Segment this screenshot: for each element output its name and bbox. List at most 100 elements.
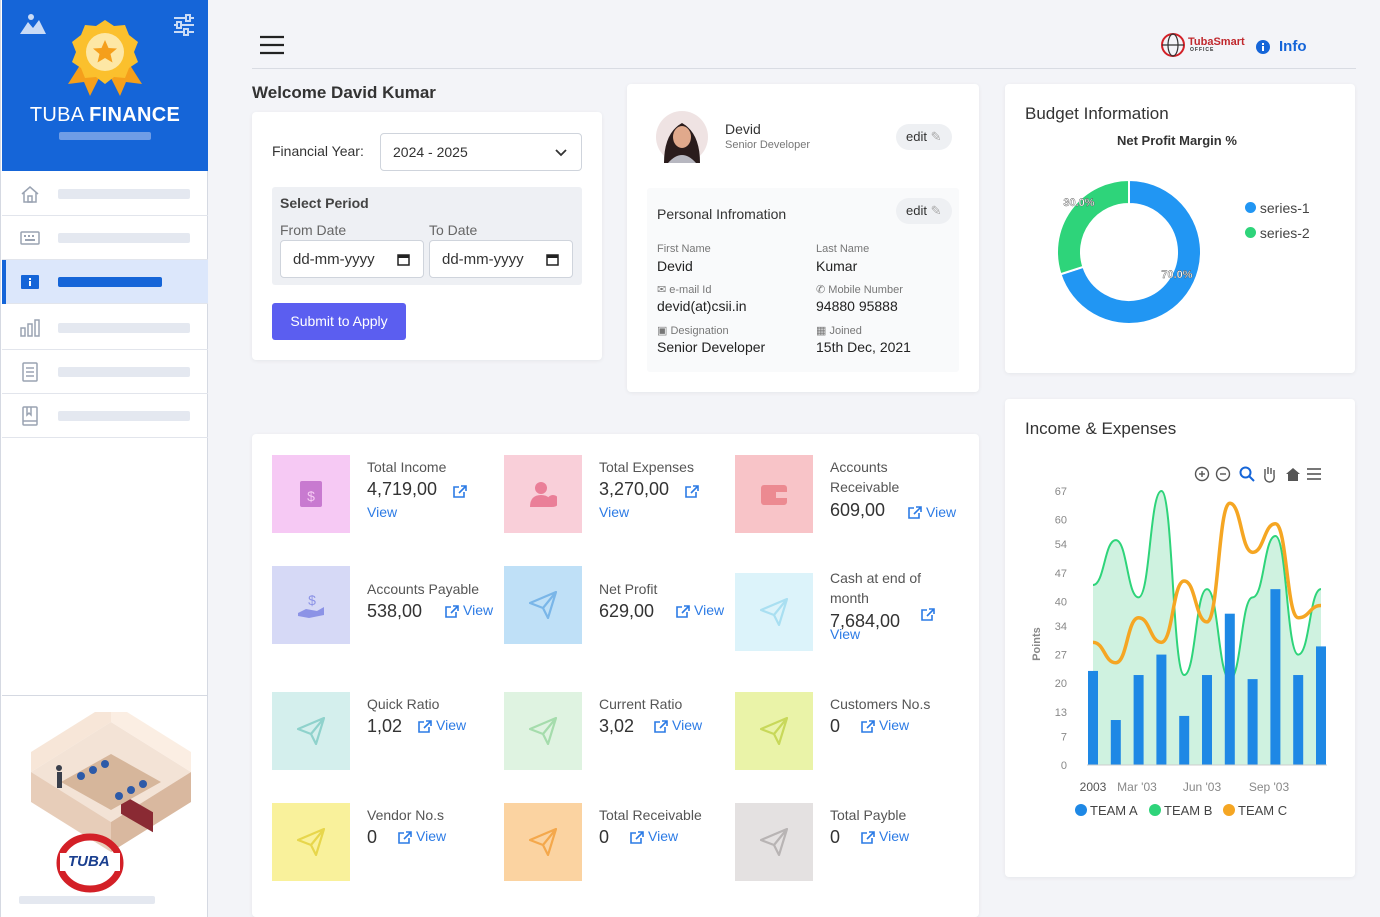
legend-label[interactable]: TEAM B (1164, 803, 1212, 818)
from-date-input[interactable]: dd-mm-yyyy (280, 240, 424, 278)
donut-slice-series-2[interactable] (1056, 178, 1130, 276)
external-link-icon[interactable] (920, 607, 935, 622)
stat-tile-icon (504, 566, 582, 644)
legend-label[interactable]: TEAM C (1238, 803, 1287, 818)
paper-plane-icon (297, 828, 325, 856)
donut-data-label: 30.0% (1063, 197, 1094, 209)
stats-card (252, 434, 979, 917)
sidebar-item-bookmarks[interactable] (2, 394, 208, 438)
view-link[interactable]: View (830, 626, 861, 642)
external-link-icon[interactable] (444, 604, 459, 619)
bar-chart-icon (20, 319, 40, 337)
home-reset-icon[interactable] (1285, 466, 1301, 482)
view-link[interactable]: View (879, 717, 910, 733)
edit-personal-button[interactable]: edit ✎ (896, 198, 952, 224)
external-link-icon[interactable] (452, 484, 467, 499)
team-a-bar[interactable] (1110, 720, 1121, 765)
hamburger-menu-icon[interactable] (259, 34, 285, 56)
view-link[interactable]: View (599, 504, 630, 520)
y-tick-label: 13 (1055, 707, 1067, 719)
view-link[interactable]: View (416, 828, 447, 844)
sidebar-item-documents[interactable] (2, 350, 208, 394)
view-link[interactable]: View (463, 602, 494, 618)
external-link-icon[interactable] (653, 719, 668, 734)
paper-plane-icon (760, 828, 788, 856)
view-link[interactable]: View (926, 504, 957, 520)
y-tick-label: 34 (1055, 621, 1067, 633)
tuba-logo-text: TUBA (68, 853, 110, 870)
stat-value: 4,719,00 (367, 479, 438, 499)
team-a-bar[interactable] (1293, 675, 1304, 765)
stat-tile-icon (735, 455, 813, 533)
stat-value: 0 (830, 827, 841, 847)
view-link[interactable]: View (648, 828, 679, 844)
financial-year-select[interactable]: 2024 - 2025 (380, 133, 582, 171)
sidebar-item-keyboard[interactable] (2, 216, 208, 260)
sidebar-item-dashboard[interactable] (2, 260, 208, 304)
income-chart-title: Income & Expenses (1025, 419, 1177, 438)
svg-text:$: $ (307, 488, 315, 504)
legend-label[interactable]: TEAM A (1090, 803, 1138, 818)
external-link-icon[interactable] (675, 604, 690, 619)
external-link-icon[interactable] (860, 719, 875, 734)
calendar-icon[interactable] (546, 253, 559, 266)
donut-slice-series-1[interactable] (1059, 178, 1202, 325)
zoom-in-icon[interactable] (1194, 466, 1210, 482)
sidebar-item-home[interactable] (2, 172, 208, 216)
external-link-icon[interactable] (417, 719, 432, 734)
calendar-icon[interactable] (397, 253, 410, 266)
stat-tile-icon (504, 692, 582, 770)
team-a-bar[interactable] (1202, 675, 1212, 765)
team-a-bar[interactable] (1316, 646, 1326, 765)
magnifier-zoom-icon[interactable] (1239, 466, 1255, 482)
calendar-small-icon: ▦ (816, 325, 827, 337)
view-link[interactable]: View (694, 602, 725, 618)
external-link-icon[interactable] (684, 484, 699, 499)
info-label: Info (1279, 38, 1307, 55)
view-link[interactable]: View (879, 828, 910, 844)
external-link-icon[interactable] (629, 830, 644, 845)
external-link-icon[interactable] (397, 830, 412, 845)
menu-icon[interactable] (1306, 467, 1322, 481)
stat-title: Quick Ratio (367, 696, 440, 712)
view-link[interactable]: View (367, 504, 398, 520)
team-a-bar[interactable] (1156, 654, 1167, 765)
view-link[interactable]: View (672, 717, 703, 733)
email-label-row: ✉ e-mail Id (657, 283, 711, 296)
legend-series-2[interactable]: series-2 (1245, 225, 1310, 250)
paper-plane-icon (760, 598, 788, 626)
team-a-bar[interactable] (1270, 589, 1281, 765)
team-a-bar[interactable] (1247, 679, 1258, 765)
from-date-placeholder: dd-mm-yyyy (293, 251, 375, 268)
mountain-icon[interactable] (18, 12, 48, 36)
edit-label: edit (906, 129, 927, 144)
brand-name-bold: FINANCE (89, 104, 181, 126)
avatar[interactable] (656, 111, 708, 163)
edit-profile-button[interactable]: edit ✎ (896, 124, 952, 150)
view-link[interactable]: View (436, 717, 467, 733)
settings-sliders-icon[interactable] (172, 14, 196, 36)
legend-label: series-2 (1259, 225, 1310, 241)
external-link-icon[interactable] (907, 505, 922, 520)
team-a-bar[interactable] (1133, 675, 1144, 765)
y-tick-label: 47 (1055, 568, 1067, 580)
pan-hand-icon[interactable] (1261, 465, 1277, 483)
document-dollar-icon: $ (300, 481, 322, 507)
team-a-bar[interactable] (1179, 715, 1190, 765)
team-a-bar[interactable] (1088, 670, 1098, 765)
sidebar-item-reports[interactable] (2, 306, 208, 350)
budget-chart-title: Net Profit Margin % (1117, 133, 1237, 148)
legend-marker[interactable] (1075, 804, 1087, 816)
submit-button[interactable]: Submit to Apply (272, 303, 406, 340)
zoom-out-icon[interactable] (1215, 466, 1231, 482)
team-a-bar[interactable] (1224, 613, 1235, 765)
to-date-input[interactable]: dd-mm-yyyy (429, 240, 573, 278)
y-tick-label: 60 (1055, 515, 1067, 527)
external-link-icon[interactable] (860, 830, 875, 845)
stat-tile-icon (272, 803, 350, 881)
legend-marker[interactable] (1149, 804, 1161, 816)
legend-series-1[interactable]: series-1 (1245, 200, 1310, 225)
budget-title: Budget Information (1025, 104, 1169, 123)
legend-marker[interactable] (1223, 804, 1235, 816)
mail-icon: ✉ (657, 284, 667, 296)
